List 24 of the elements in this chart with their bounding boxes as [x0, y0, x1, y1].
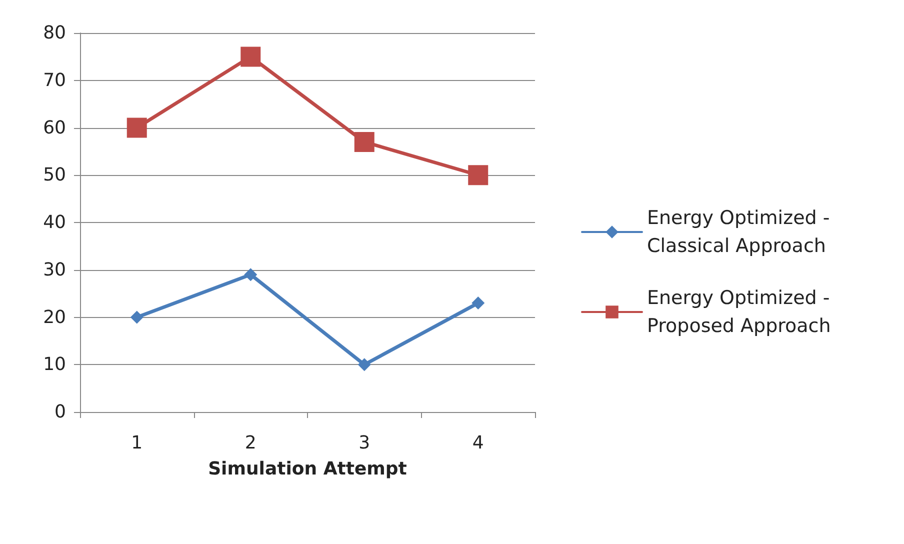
- x-tick-label: 1: [131, 432, 143, 454]
- y-tick-label: 10: [43, 354, 66, 376]
- y-tick-label: 0: [54, 402, 66, 422]
- y-tick-label: 80: [43, 22, 66, 44]
- x-tick-label: 4: [472, 432, 484, 454]
- y-tick-label: 40: [43, 212, 66, 233]
- point: [468, 165, 488, 186]
- point: [354, 132, 374, 152]
- x-axis-title: Simulation Attempt: [208, 458, 408, 480]
- point: [472, 296, 485, 310]
- point: [126, 118, 147, 138]
- point: [240, 46, 261, 67]
- y-tick-label: 20: [43, 306, 66, 328]
- y-tick-label: 60: [43, 117, 66, 138]
- y-tick-label: 70: [43, 70, 66, 91]
- y-tick-label: 30: [43, 259, 66, 280]
- point: [358, 358, 371, 372]
- point: [130, 310, 144, 324]
- legend-label: Energy Optimized - Proposed Approach: [647, 287, 836, 337]
- x-tick-label: 3: [358, 432, 370, 454]
- point: [244, 268, 258, 282]
- y-tick-label: 50: [43, 164, 66, 186]
- x-tick-label: 2: [244, 432, 256, 454]
- legend-label: Energy Optimized - Classical Approach: [647, 207, 836, 257]
